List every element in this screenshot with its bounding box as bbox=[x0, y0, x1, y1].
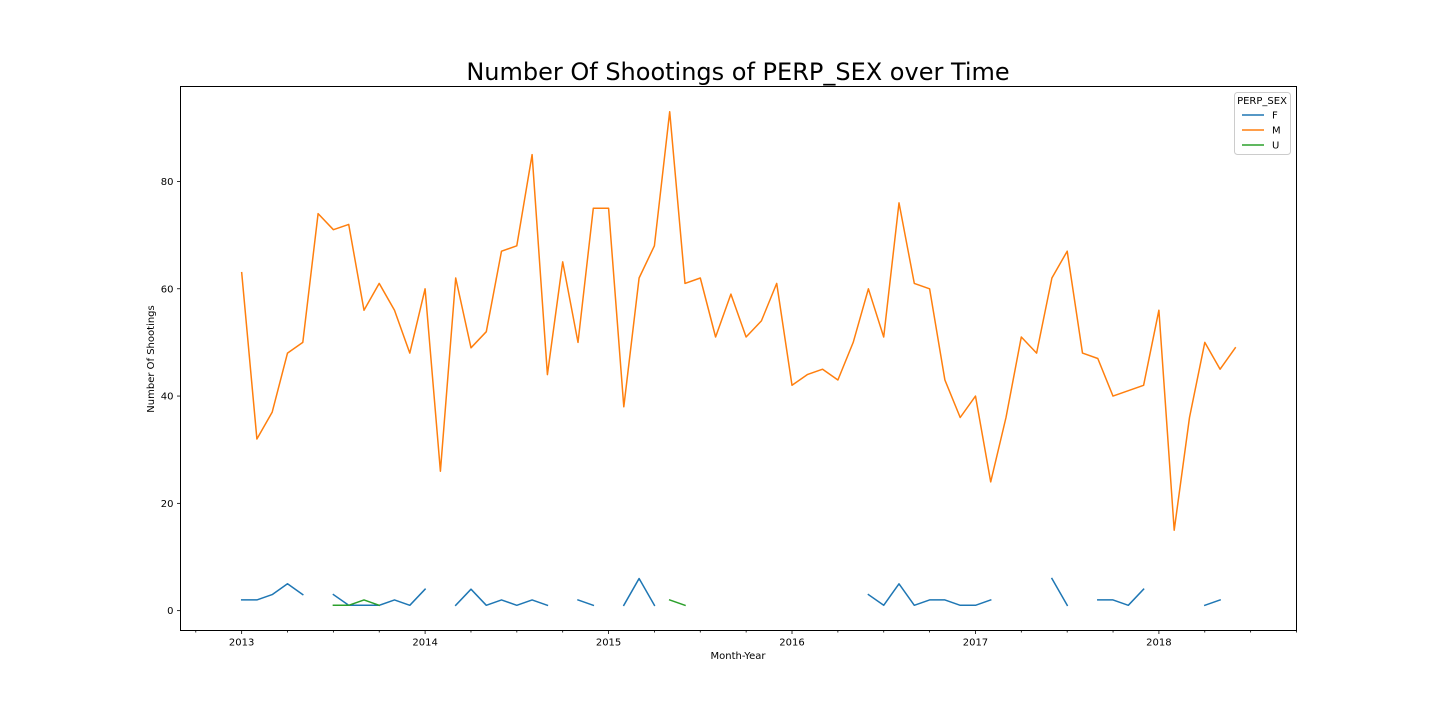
axes-frame bbox=[180, 86, 1297, 631]
x-tick-label: 2016 bbox=[779, 638, 804, 649]
plot-area bbox=[180, 86, 1297, 631]
y-tick-label: 40 bbox=[161, 392, 174, 403]
x-axis: 2013 2014 2015 2016 2017 2018 bbox=[195, 630, 1297, 649]
y-tick-label: 80 bbox=[161, 177, 174, 188]
legend-label-m: M bbox=[1272, 126, 1281, 137]
series-lines bbox=[240, 110, 1237, 607]
legend: PERP_SEX FMU bbox=[1234, 92, 1291, 155]
y-tick-label: 60 bbox=[161, 284, 174, 295]
x-tick-label: 2013 bbox=[229, 638, 254, 649]
y-axis-label: Number Of Shootings bbox=[146, 305, 157, 412]
x-tick-label: 2014 bbox=[412, 638, 437, 649]
x-tick-label: 2015 bbox=[596, 638, 621, 649]
series-line-m bbox=[240, 110, 1237, 531]
x-axis-label: Month-Year bbox=[711, 651, 767, 662]
legend-title: PERP_SEX bbox=[1237, 96, 1287, 107]
legend-box bbox=[1234, 92, 1291, 155]
y-tick-label: 20 bbox=[161, 499, 174, 510]
series-line-u bbox=[332, 598, 686, 607]
y-tick-label: 0 bbox=[167, 606, 173, 617]
legend-label-u: U bbox=[1272, 141, 1279, 152]
x-tick-label: 2018 bbox=[1146, 638, 1171, 649]
y-axis: 0 20 40 60 80 bbox=[161, 177, 181, 617]
series-line-f bbox=[240, 577, 1222, 607]
legend-label-f: F bbox=[1272, 111, 1278, 122]
chart-title: Number Of Shootings of PERP_SEX over Tim… bbox=[466, 58, 1009, 86]
x-tick-label: 2017 bbox=[963, 638, 988, 649]
